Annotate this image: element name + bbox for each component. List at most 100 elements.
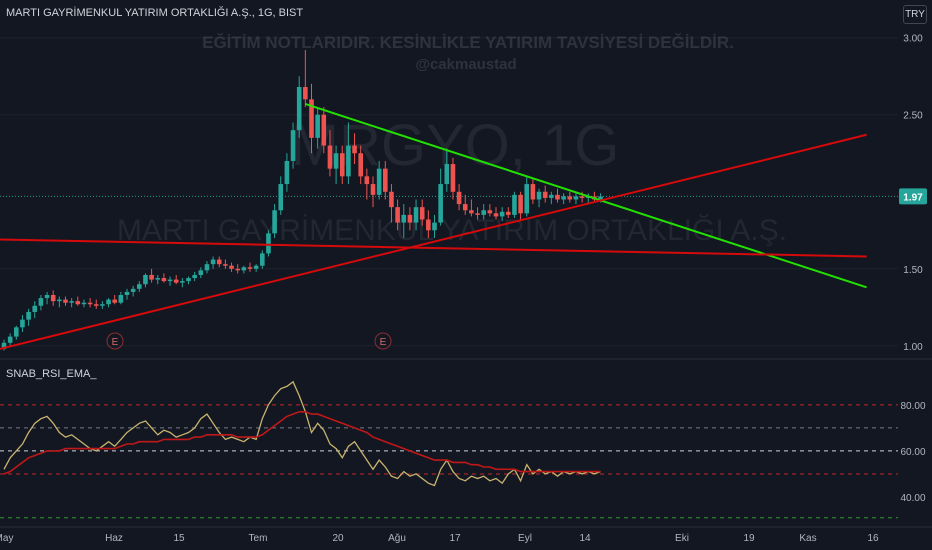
time-tick-label: 14 [579,533,591,544]
candle-body [143,274,148,285]
time-tick-label: 17 [449,533,461,544]
candle-body [376,168,382,195]
candle-body [235,268,240,271]
trendline-red [0,238,867,258]
candle-body [229,265,234,269]
trendline-green [305,103,867,289]
watermark-company: MARTI GAYRİMENKUL YATIRIM ORTAKLIĞI A.Ş. [117,214,787,247]
candle-body [50,294,56,302]
earnings-marker-label: E [380,337,387,348]
candle-body [573,196,579,200]
rsi-tick-label: 80.00 [900,401,925,412]
rsi-series-rsi [3,380,601,487]
candle-body [14,327,19,337]
time-tick-label: Tem [249,533,268,544]
price-tick-label: 3.00 [903,34,923,45]
candle-body [567,196,573,200]
candle-body [186,278,191,282]
candle-body [309,99,314,138]
candle-body [198,270,204,275]
candle-body [518,194,523,214]
candle-body [173,279,179,283]
candle-body [524,184,530,214]
candle-body [493,213,499,217]
candle-body [315,114,320,138]
candle-body [260,253,265,266]
candle-body [1,342,7,349]
candle-body [426,219,431,231]
candle-body [419,207,425,220]
candle-body [530,184,536,200]
time-tick-label: May [0,533,13,544]
earnings-marker [374,332,392,350]
candle-body [512,194,517,215]
earnings-marker [106,332,124,350]
candle-body [137,284,142,289]
candle-body [327,145,333,169]
candle-body [444,164,450,185]
candle-body [130,288,136,292]
candle-body [481,210,486,215]
candle-body [167,279,173,282]
candle-body [204,264,210,271]
price-tick-label: 2.50 [903,111,923,122]
candle-body [180,281,185,283]
candle-body [75,301,81,305]
candle-body [432,222,437,231]
candle-body [32,305,38,312]
last-price-badge [899,188,927,205]
candle-body [26,311,31,320]
candle-body [555,194,560,200]
candle-body [450,164,456,192]
candle-body [475,213,480,215]
candle-body [216,259,222,265]
candle-body [407,214,413,223]
rsi-tick-label: 40.00 [900,493,925,504]
candle-body [63,299,68,303]
candle-body [7,336,13,343]
candle-body [401,214,407,223]
candle-body [303,87,308,100]
candle-body [266,233,271,254]
candle-body [339,153,345,177]
candle-body [579,196,585,198]
currency-badge[interactable]: TRY [903,5,927,24]
candle-body [57,299,62,302]
candle-body [321,114,327,146]
candle-body [38,298,44,306]
candle-body [395,207,400,223]
candle-body [81,302,87,305]
candle-body [549,194,554,198]
candle-body [438,184,443,223]
candle-body [253,265,259,269]
candle-body [272,210,277,234]
time-tick-label: 19 [743,533,755,544]
candle-body [106,299,111,305]
price-tick-label: 1.50 [903,265,923,276]
candle-body [506,211,511,215]
time-tick-label: Eki [675,533,689,544]
candle-body [112,299,117,303]
time-tick-label: Kas [799,533,816,544]
candle-body [499,211,505,217]
watermark-disclaimer: EĞİTİM NOTLARIDIR. KESİNLİKLE YATIRIM TA… [202,33,734,52]
candle-body [247,267,253,269]
candle-body [87,302,93,305]
candle-body [536,191,542,200]
earnings-marker-label: E [112,337,119,348]
symbol-title: MARTI GAYRİMENKUL YATIRIM ORTAKLIĞI A.Ş.… [6,7,304,19]
candle-body [462,204,468,211]
candle-body [389,191,394,208]
candle-body [364,176,370,185]
price-tick-label: 1.00 [903,342,923,353]
candle-body [278,184,284,211]
rsi-tick-label: 60.00 [900,447,925,458]
candle-body [124,291,130,295]
candle-body [296,87,302,131]
rsi-series-rsi_ema [3,410,601,475]
candle-body [149,274,154,280]
candle-body [69,301,74,303]
candle-body [346,145,351,177]
